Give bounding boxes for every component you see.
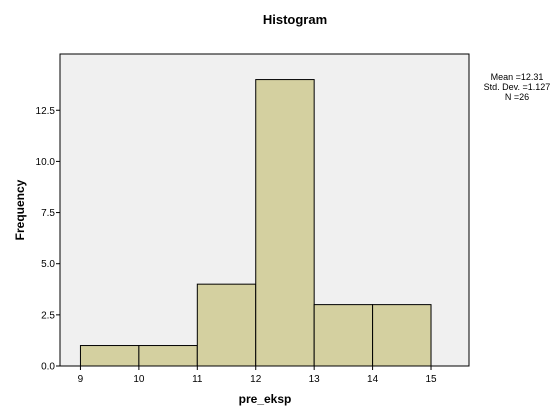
stat-mean: Mean =12.31 bbox=[491, 72, 544, 82]
chart-title: Histogram bbox=[263, 12, 327, 27]
y-axis-label: Frequency bbox=[13, 179, 27, 240]
x-axis-ticks: 9 10 11 12 13 14 15 bbox=[78, 366, 437, 385]
stat-std-dev: Std. Dev. =1.127 bbox=[484, 82, 551, 92]
y-tick-label-0: 0.0 bbox=[41, 362, 55, 373]
y-tick-label-3: 7.5 bbox=[41, 208, 55, 219]
bars-group bbox=[79, 79, 432, 367]
x-tick-label-4: 13 bbox=[309, 374, 321, 385]
stat-n: N =26 bbox=[505, 92, 529, 102]
x-tick-label-0: 9 bbox=[78, 374, 84, 385]
x-tick-label-2: 11 bbox=[192, 374, 203, 385]
stats-box: Mean =12.31 Std. Dev. =1.127 N =26 bbox=[484, 72, 551, 102]
y-tick-label-2: 5.0 bbox=[41, 259, 55, 270]
y-axis-ticks: 0.0 2.5 5.0 7.5 10.0 12.5 bbox=[36, 106, 60, 373]
y-tick-label-5: 12.5 bbox=[36, 106, 56, 117]
y-tick-label-1: 2.5 bbox=[41, 310, 55, 321]
y-tick-label-4: 10.0 bbox=[36, 157, 56, 168]
x-tick-label-5: 14 bbox=[367, 374, 379, 385]
histogram-bar-5 bbox=[372, 304, 432, 367]
x-tick-label-3: 12 bbox=[250, 374, 262, 385]
histogram-bar-2 bbox=[196, 283, 257, 367]
histogram-bar-0 bbox=[79, 345, 140, 367]
histogram-bar-3 bbox=[255, 79, 315, 367]
x-tick-label-1: 10 bbox=[133, 374, 145, 385]
x-tick-label-6: 15 bbox=[425, 374, 437, 385]
histogram-bar-4 bbox=[313, 304, 374, 367]
x-axis-label: pre_eksp bbox=[239, 392, 292, 406]
histogram-bar-1 bbox=[138, 345, 198, 367]
